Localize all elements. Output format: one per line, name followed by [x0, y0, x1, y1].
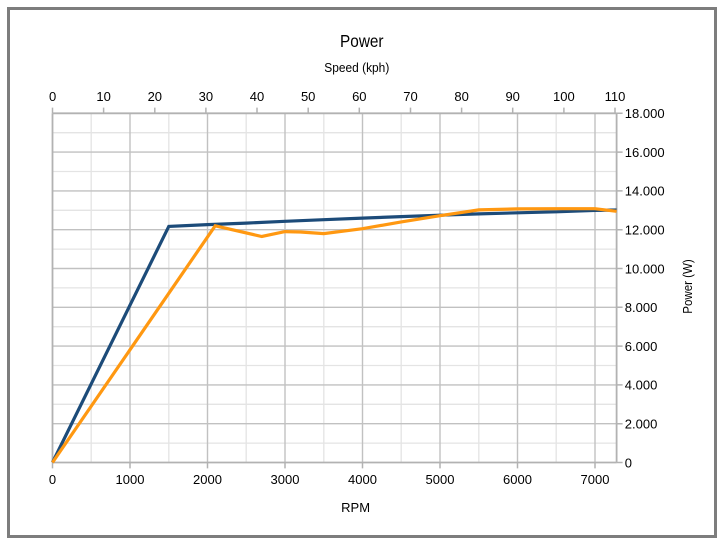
svg-text:Power: Power [340, 31, 384, 51]
svg-text:6.000: 6.000 [625, 339, 658, 354]
svg-text:14.000: 14.000 [625, 184, 665, 199]
svg-text:3000: 3000 [271, 472, 300, 487]
svg-text:90: 90 [505, 89, 519, 104]
svg-text:8.000: 8.000 [625, 300, 658, 315]
svg-text:50: 50 [301, 89, 315, 104]
svg-text:80: 80 [454, 89, 468, 104]
svg-text:Power (W): Power (W) [680, 259, 695, 314]
svg-text:20: 20 [148, 89, 162, 104]
svg-text:30: 30 [199, 89, 213, 104]
svg-text:40: 40 [250, 89, 264, 104]
svg-text:6000: 6000 [503, 472, 532, 487]
svg-text:4.000: 4.000 [625, 378, 658, 393]
svg-text:10: 10 [96, 89, 110, 104]
svg-text:100: 100 [553, 89, 575, 104]
svg-text:110: 110 [605, 89, 626, 104]
svg-text:60: 60 [352, 89, 366, 104]
svg-text:70: 70 [403, 89, 417, 104]
svg-text:5000: 5000 [426, 472, 455, 487]
svg-text:Speed (kph): Speed (kph) [324, 60, 389, 75]
svg-text:16.000: 16.000 [625, 145, 665, 160]
svg-text:0: 0 [625, 455, 632, 470]
svg-text:0: 0 [49, 472, 56, 487]
svg-text:10.000: 10.000 [625, 261, 665, 276]
svg-text:18.000: 18.000 [625, 106, 665, 121]
svg-text:7000: 7000 [581, 472, 610, 487]
svg-text:2.000: 2.000 [625, 417, 658, 432]
svg-text:RPM: RPM [341, 500, 370, 515]
svg-text:1000: 1000 [116, 472, 145, 487]
svg-text:12.000: 12.000 [625, 223, 665, 238]
svg-text:0: 0 [49, 89, 56, 104]
svg-text:4000: 4000 [348, 472, 377, 487]
svg-text:2000: 2000 [193, 472, 222, 487]
